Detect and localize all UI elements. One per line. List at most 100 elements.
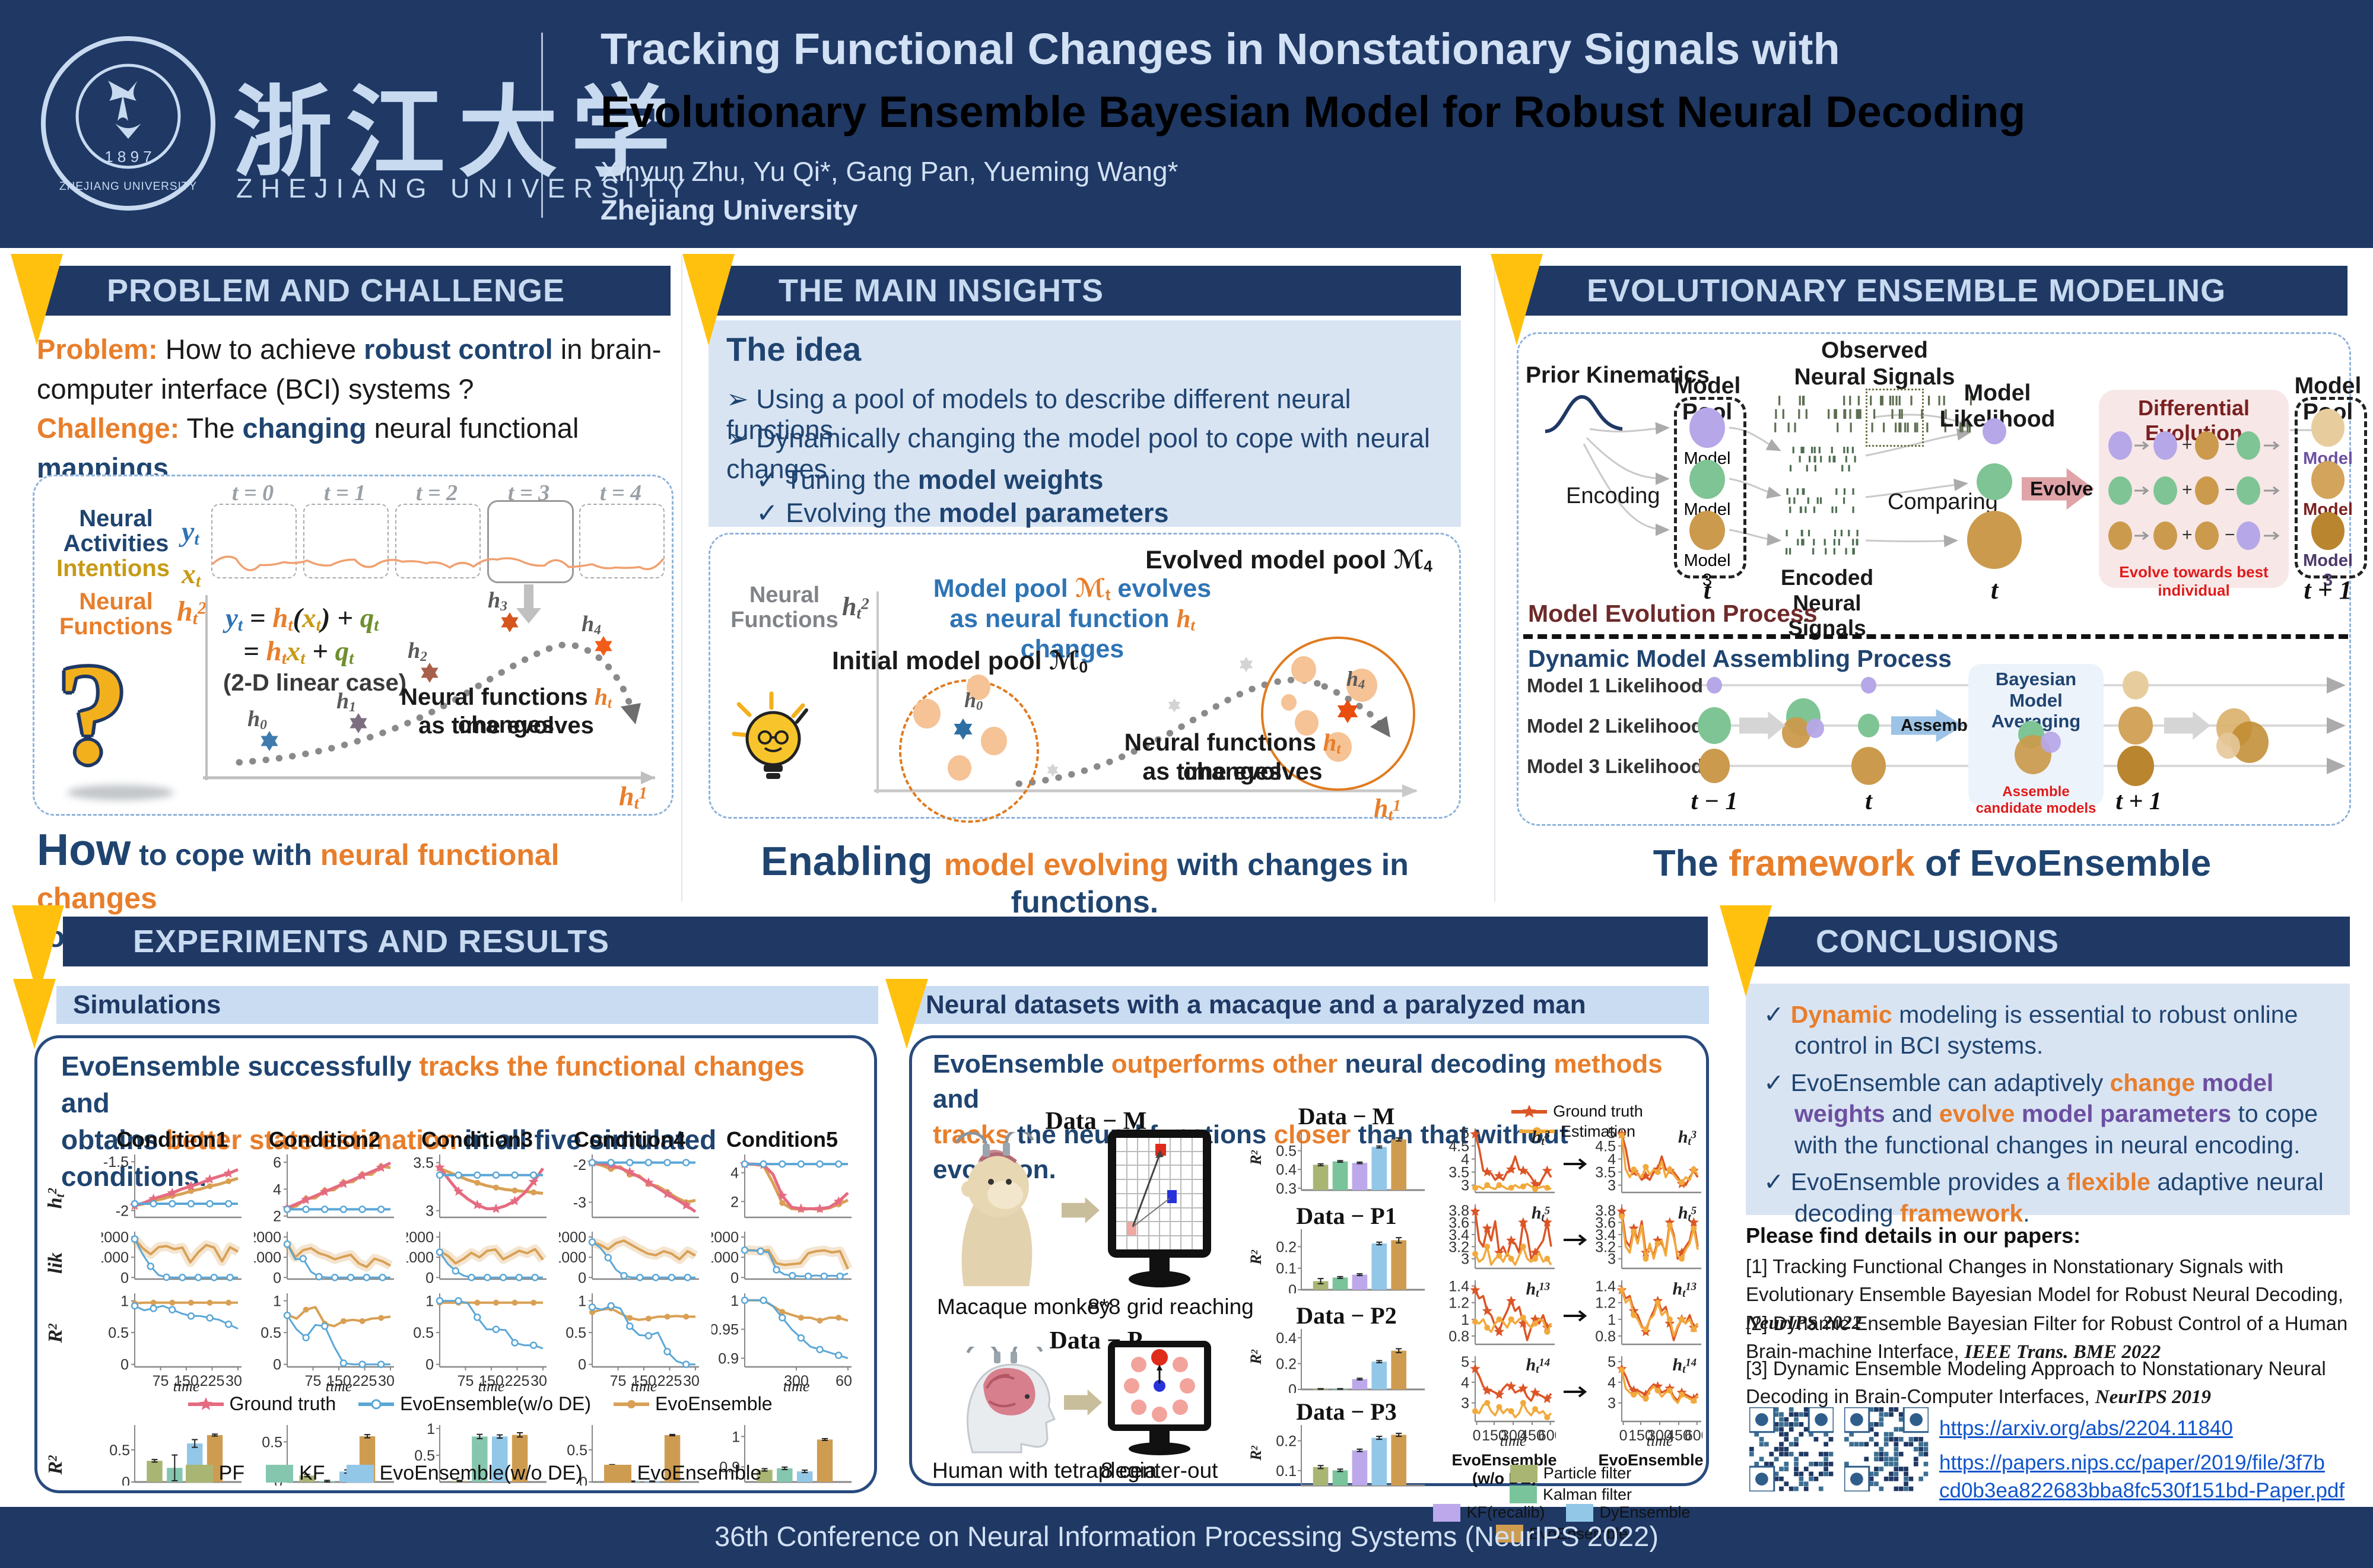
legend-item: Ground truth <box>187 1393 336 1415</box>
time-label: t = 0 <box>231 481 274 505</box>
link-arxiv[interactable]: https://arxiv.org/abs/2204.11840 <box>1939 1417 2233 1440</box>
footer-conference: 36th Conference on Neural Information Pr… <box>714 1521 1659 1552</box>
model2-ellipse-t1 <box>2311 461 2345 499</box>
center-out-monitor <box>1108 1341 1211 1455</box>
svg-text:1000: 1000 <box>406 1249 434 1266</box>
var-ht2: ht2 <box>177 596 207 629</box>
svg-text:225: 225 <box>657 1373 682 1389</box>
svg-text:3: 3 <box>425 1203 434 1220</box>
svg-text:+: + <box>2182 480 2193 500</box>
model-dot <box>913 699 941 729</box>
time-t-pool: t <box>1703 575 1711 605</box>
de-dot <box>2237 521 2260 550</box>
ins-xaxis-var: ht1 <box>1374 794 1401 824</box>
time-t1-pool: t + 1 <box>2304 575 2352 605</box>
link-nips[interactable]: https://papers.nips.cc/paper/2019/file/3… <box>1939 1451 2345 1503</box>
de-dot <box>2195 431 2219 460</box>
svg-text:300: 300 <box>1501 1427 1526 1444</box>
asm-dot <box>1699 749 1730 783</box>
conclusions-box: ✓ Dynamic modeling is essential to robus… <box>1746 984 2350 1227</box>
model3-ellipse <box>1689 511 1725 550</box>
svg-text:150: 150 <box>326 1373 351 1389</box>
svg-text:0.9: 0.9 <box>719 1459 740 1475</box>
legend-item: EvoEnsemble(w/o DE) <box>357 1393 591 1415</box>
legend: PF KF EvoEnsemble(w/o DE) EvoEnsemble <box>79 1462 868 1486</box>
svg-text:600: 600 <box>836 1373 853 1389</box>
data-line-plot: 3.8 3.6 3.4 3.2 3 ht5 <box>1448 1202 1556 1274</box>
papers-heading: Please find details in our papers: <box>1746 1223 2081 1248</box>
data-intro: EvoEnsemble outperforms other neural dec… <box>933 1049 1663 1184</box>
kinematics-curve <box>1545 395 1623 433</box>
svg-text:4.5: 4.5 <box>1449 1138 1469 1155</box>
svg-text:600: 600 <box>1538 1427 1556 1444</box>
svg-text:1000: 1000 <box>711 1249 739 1266</box>
svg-text:0.5: 0.5 <box>108 1325 129 1341</box>
de-dot <box>2195 521 2219 550</box>
svg-text:3.5: 3.5 <box>1449 1165 1469 1181</box>
svg-text:75: 75 <box>610 1373 627 1389</box>
equation-line1: yt = ht(xt) + qt <box>225 603 379 635</box>
grid-reaching-monitor <box>1108 1130 1211 1287</box>
asm-dot <box>1806 718 1824 738</box>
svg-text:3.5: 3.5 <box>1596 1165 1616 1181</box>
svg-text:1: 1 <box>427 1423 435 1437</box>
model3-label: Model 3 <box>1683 551 1731 590</box>
data-line-plot: 1.4 1.2 1 0.8 ht13 <box>1448 1278 1556 1350</box>
asm-dot <box>1782 717 1810 749</box>
time-tm1: t − 1 <box>1691 788 1738 815</box>
svg-text:0: 0 <box>578 1270 586 1285</box>
h-star <box>421 663 439 683</box>
svg-text:75: 75 <box>458 1373 474 1389</box>
h-star <box>501 612 519 632</box>
model-dot <box>1281 694 1297 711</box>
svg-text:0.5: 0.5 <box>109 1442 130 1459</box>
observed-signals-label: Observed Neural Signals <box>1794 338 1955 390</box>
de-dot <box>2153 431 2177 460</box>
svg-text:0.5: 0.5 <box>414 1448 435 1464</box>
var-yt: yt <box>182 516 199 549</box>
svg-text:300: 300 <box>1647 1427 1672 1444</box>
activity-window <box>395 504 481 578</box>
model3-ellipse-t1 <box>2311 512 2345 550</box>
h-star-label: h2 <box>408 638 427 664</box>
asm-row2-label: Model 2 Likelihood <box>1527 715 1704 737</box>
de-dot <box>2108 476 2132 505</box>
legend-item: KF(recalib) <box>1433 1503 1545 1522</box>
modeling-outro: The framework of EvoEnsemble <box>1653 843 2212 884</box>
svg-text:0.9: 0.9 <box>718 1350 739 1367</box>
axis-neural-functions: Neural Functions <box>730 583 838 632</box>
svg-text:3.8: 3.8 <box>1596 1203 1616 1219</box>
svg-text:150: 150 <box>479 1373 504 1389</box>
svg-text:3.2: 3.2 <box>1596 1239 1616 1255</box>
svg-text:6: 6 <box>273 1154 281 1171</box>
time-label: t = 1 <box>323 481 366 505</box>
asm-dot <box>1698 707 1731 744</box>
svg-text:−: − <box>2225 480 2235 500</box>
svg-text:4: 4 <box>1608 1375 1616 1391</box>
process1-label: Model Evolution Process <box>1528 600 1818 627</box>
de-dot <box>2108 521 2132 550</box>
idea-title: The idea <box>726 330 862 368</box>
legend: Ground truth EvoEnsemble(w/o DE) EvoEnse… <box>103 1393 856 1415</box>
svg-text:0.95: 0.95 <box>711 1322 739 1338</box>
h4-label: h4 <box>1346 667 1365 692</box>
svg-text:-1.5: -1.5 <box>103 1154 129 1171</box>
time-t-asm: t <box>1865 788 1872 815</box>
h-star <box>350 713 367 733</box>
svg-text:−: − <box>2225 435 2235 454</box>
observed-raster-focus <box>1866 389 1924 447</box>
svg-text:1: 1 <box>732 1429 740 1445</box>
h-star <box>261 731 278 751</box>
svg-text:600: 600 <box>1685 1427 1702 1444</box>
data-line-plot: 5 4.5 4 3.5 3 ht3 <box>1448 1125 1556 1198</box>
h-star-label: h4 <box>582 612 601 638</box>
simulations-panel: EvoEnsemble successfully tracks the func… <box>34 1035 877 1493</box>
asm-dot <box>1858 714 1879 737</box>
legend-item: EvoEnsemble <box>1495 1525 1628 1543</box>
legend-item: KF <box>266 1462 325 1485</box>
macaque-illustration <box>955 1132 1034 1286</box>
de-dot <box>2237 476 2260 505</box>
svg-text:0.1: 0.1 <box>1276 1261 1297 1277</box>
